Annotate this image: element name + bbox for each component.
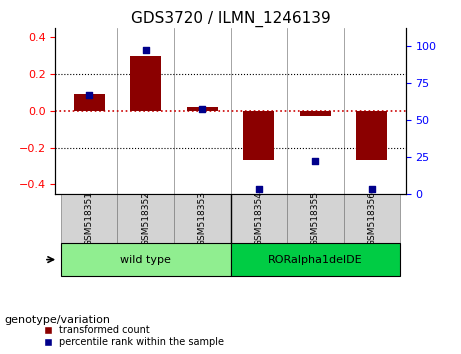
Text: GSM518352: GSM518352 xyxy=(141,191,150,246)
Point xyxy=(142,47,149,53)
Text: GSM518353: GSM518353 xyxy=(198,191,207,246)
Bar xyxy=(187,107,218,111)
Text: GSM518351: GSM518351 xyxy=(85,191,94,246)
Text: genotype/variation: genotype/variation xyxy=(5,315,111,325)
Point xyxy=(199,107,206,112)
FancyBboxPatch shape xyxy=(343,194,400,243)
Point xyxy=(368,186,375,192)
Text: GSM518355: GSM518355 xyxy=(311,191,320,246)
FancyBboxPatch shape xyxy=(61,194,118,243)
Legend: transformed count, percentile rank within the sample: transformed count, percentile rank withi… xyxy=(42,323,226,349)
FancyBboxPatch shape xyxy=(61,243,230,276)
Point xyxy=(255,186,262,192)
FancyBboxPatch shape xyxy=(230,243,400,276)
Bar xyxy=(300,111,331,116)
Point xyxy=(312,158,319,164)
FancyBboxPatch shape xyxy=(230,194,287,243)
Bar xyxy=(130,56,161,111)
FancyBboxPatch shape xyxy=(287,194,343,243)
Point xyxy=(86,92,93,98)
Text: GSM518356: GSM518356 xyxy=(367,191,376,246)
Text: GSM518354: GSM518354 xyxy=(254,191,263,246)
Title: GDS3720 / ILMN_1246139: GDS3720 / ILMN_1246139 xyxy=(130,11,331,27)
Text: RORalpha1delDE: RORalpha1delDE xyxy=(268,255,363,264)
Bar xyxy=(243,111,274,160)
Text: wild type: wild type xyxy=(120,255,171,264)
FancyBboxPatch shape xyxy=(174,194,230,243)
Bar xyxy=(74,95,105,111)
Bar xyxy=(356,111,387,160)
FancyBboxPatch shape xyxy=(118,194,174,243)
